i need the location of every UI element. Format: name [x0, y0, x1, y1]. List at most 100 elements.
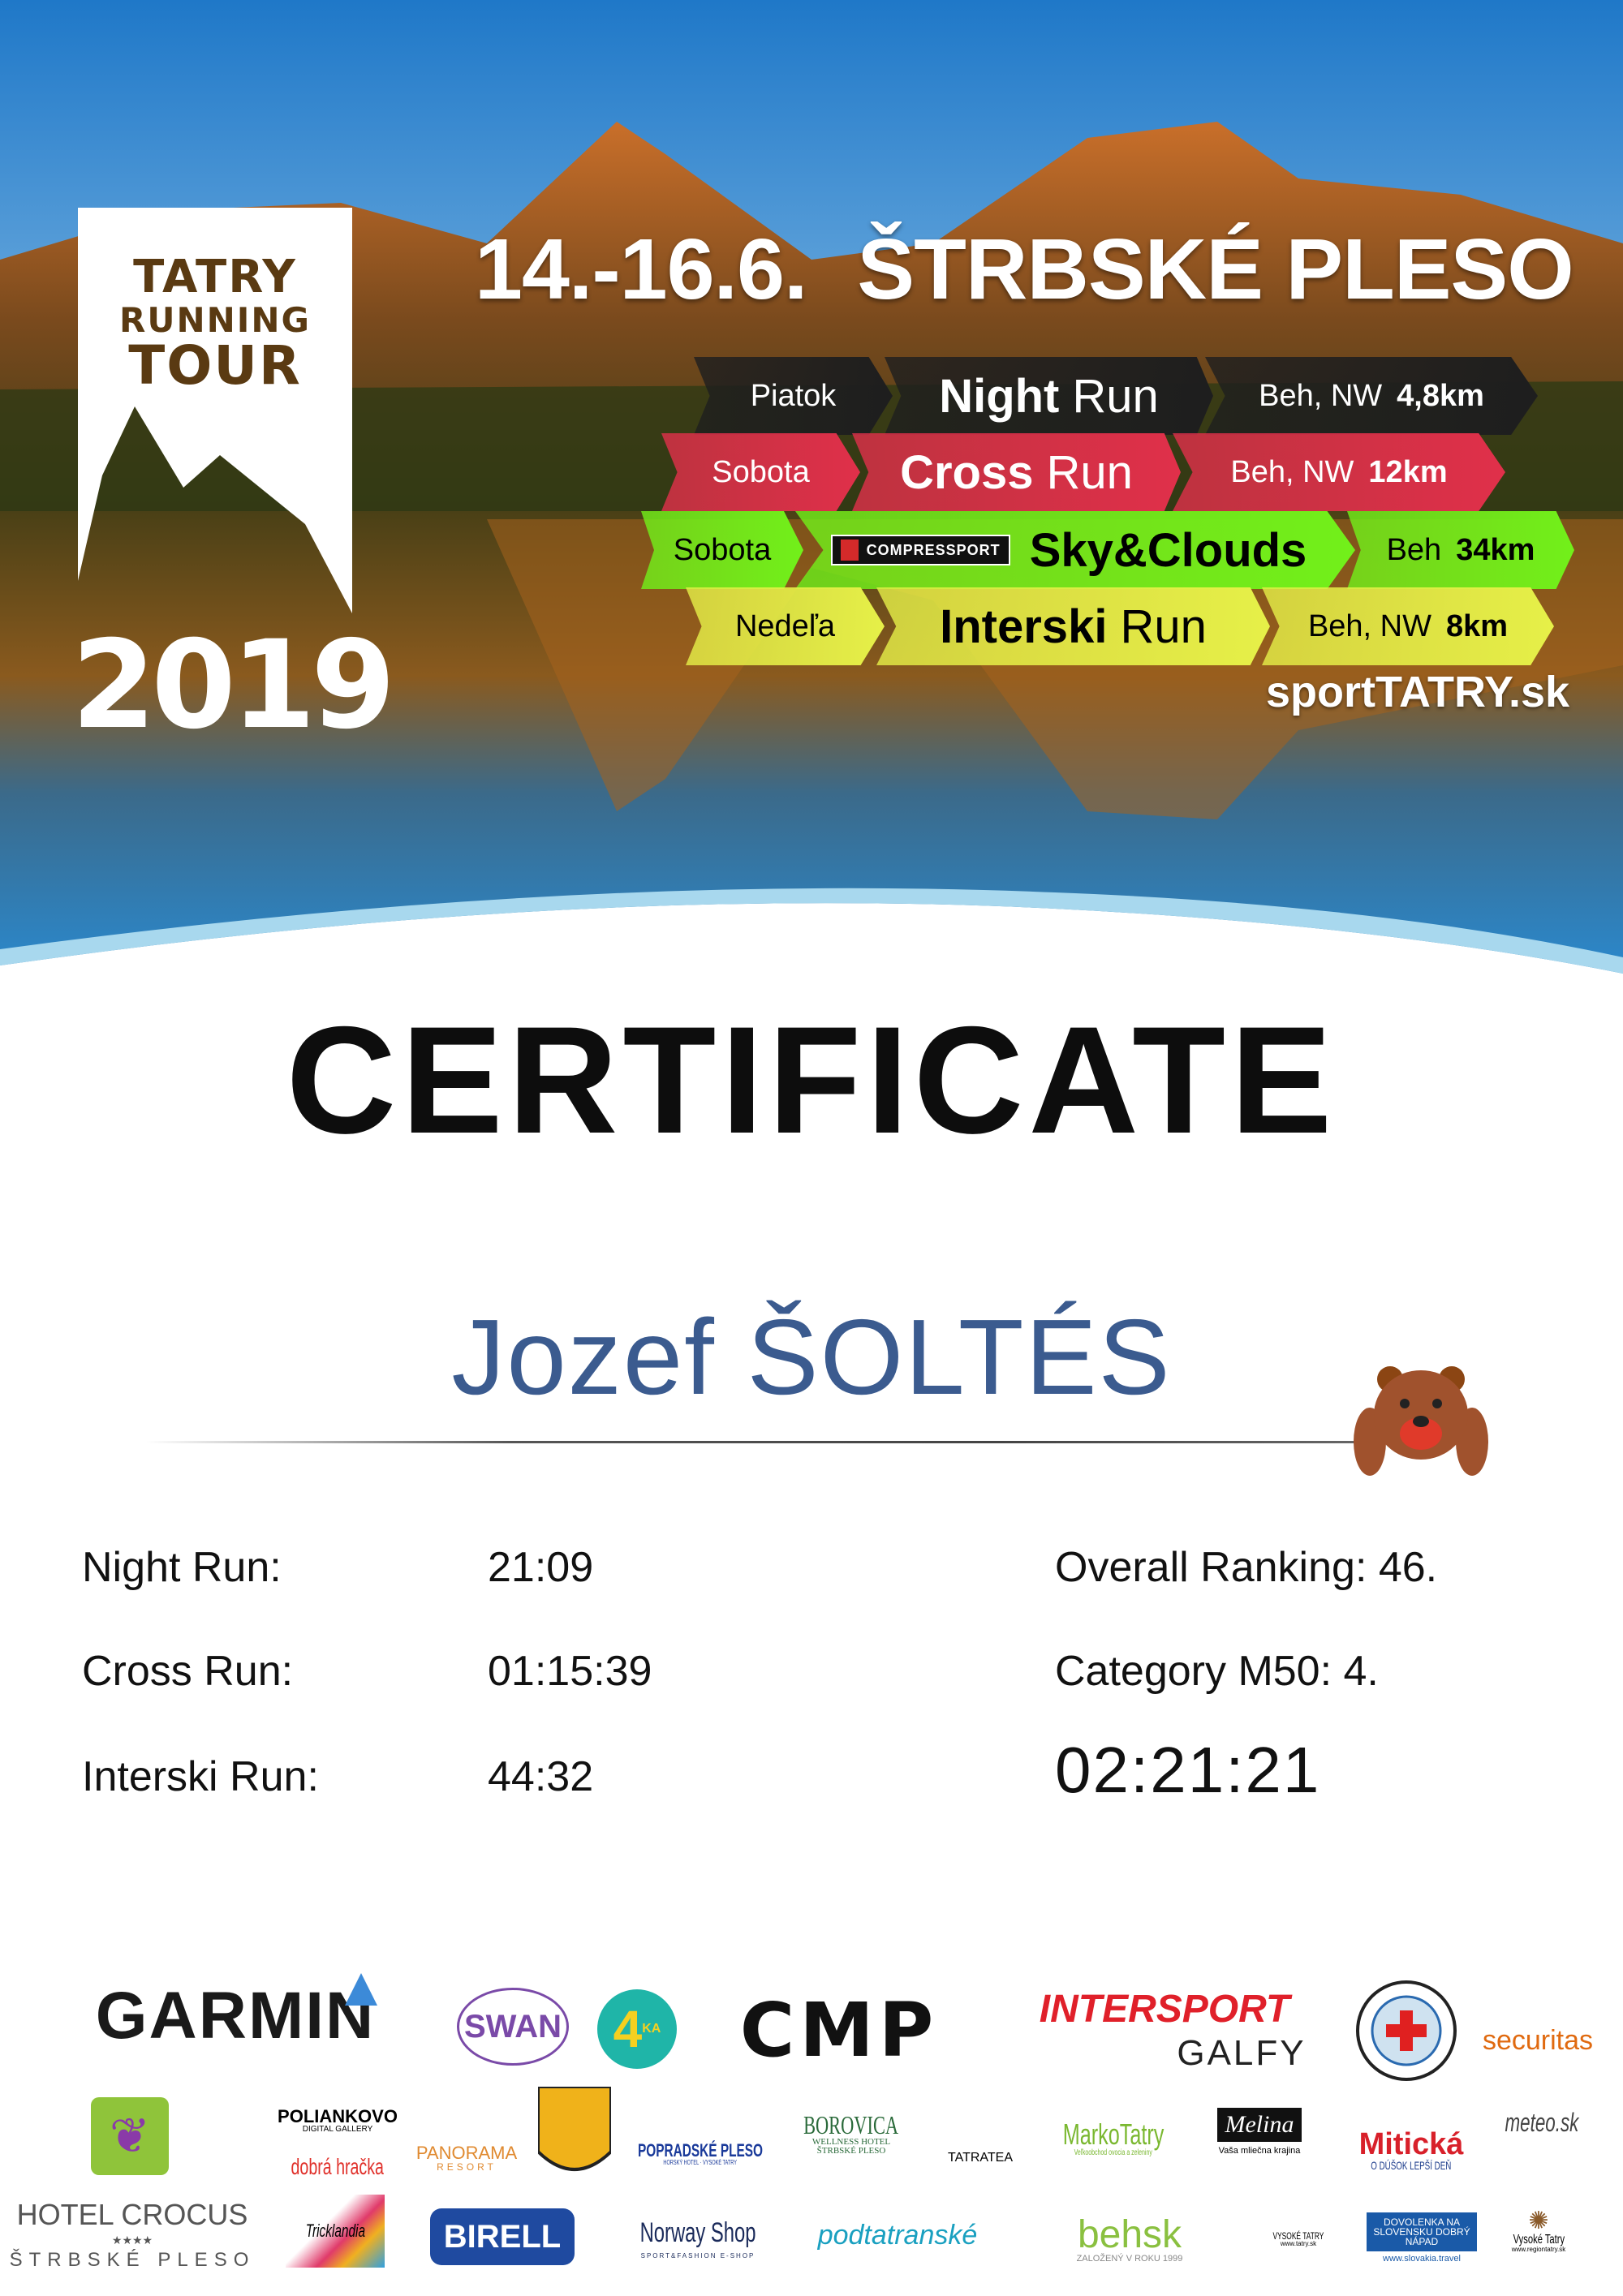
sponsor-norway-text: Norway Shop: [639, 2217, 756, 2248]
race-distance: Beh, NW 4,8km: [1205, 357, 1538, 435]
logo-year: 2019: [71, 615, 395, 756]
participant-name: Jozef ŠOLTÉS: [451, 1297, 1172, 1417]
sponsor-4ka-sup: KA: [642, 2022, 661, 2036]
race-distance-km: 8km: [1445, 608, 1509, 643]
result-label-cross-run: Cross Run:: [82, 1648, 294, 1695]
race-name-light: Run: [1046, 445, 1133, 499]
sponsor-markotatry: MarkoTatry Veľkoobchod ovocia a zeleniny: [1037, 2106, 1190, 2171]
logo-line-running: RUNNING: [119, 300, 311, 340]
race-type: Beh: [1386, 532, 1442, 567]
sponsor-behsk: behsk ZALOŽENÝ V ROKU 1999: [1035, 2207, 1224, 2272]
sponsor-miticka-text: Mitická: [1358, 2127, 1464, 2161]
sponsor-4ka: 4 KA: [597, 1989, 677, 2069]
result-time-cross-run: 01:15:39: [488, 1648, 652, 1695]
logo-mountain-shape: [78, 208, 352, 613]
sponsor-borovica-text: BOROVICA: [803, 2110, 899, 2139]
sponsor-region-sub: www.regiontatry.sk: [1511, 2246, 1566, 2253]
race-type: Beh, NW: [1259, 378, 1383, 413]
sponsor-vysoke-tatry: VYSOKÉ TATRY www.tatry.sk: [1256, 2207, 1341, 2272]
race-distance-km: 12km: [1368, 454, 1448, 489]
sponsor-crocus-sub: ŠTRBSKÉ PLESO: [9, 2249, 256, 2271]
sponsor-norway-sub: SPORT&FASHION E-SHOP: [640, 2252, 756, 2259]
race-name: Cross Run: [852, 433, 1181, 511]
sponsor-garmin-text: GARMIN: [95, 1979, 376, 2053]
sponsor-melina-sub: Vaša mliečna krajina: [1218, 2145, 1301, 2156]
result-label-interski-run: Interski Run:: [82, 1753, 319, 1800]
race-day: Sobota: [661, 433, 860, 511]
race-day: Nedeľa: [686, 587, 885, 665]
race-name: Night Run: [885, 357, 1213, 435]
sponsor-borovica: BOROVICA WELLNESS HOTEL ŠTRBSKÉ PLESO: [784, 2101, 919, 2166]
name-divider: [146, 1441, 1363, 1443]
event-dates: 14.-16.6.: [475, 221, 807, 317]
sponsor-tricklandia: Tricklandia: [286, 2195, 385, 2268]
sponsor-markotatry-text: MarkoTatry: [1062, 2118, 1165, 2151]
sponsor-region-tatry: ✺ Vysoké Tatry www.regiontatry.sk: [1495, 2191, 1582, 2272]
sponsor-slovakia-travel: DOVOLENKA NA SLOVENSKU DOBRÝ NÁPAD www.sl…: [1363, 2204, 1480, 2272]
race-name-bold: Cross: [900, 445, 1034, 499]
tanap-mountain-rescue-icon: [1356, 1980, 1457, 2081]
compressport-logo: COMPRESSPORT: [830, 535, 1010, 565]
sponsor-miticka: Mitická O DÚŠOK LEPŠÍ DEŇ: [1344, 2126, 1479, 2174]
race-distance: Beh, NW 12km: [1173, 433, 1505, 511]
sponsor-slovakia-text: DOVOLENKA NA SLOVENSKU DOBRÝ NÁPAD: [1367, 2212, 1477, 2251]
sponsor-cmp: CMP: [739, 1987, 939, 2074]
sponsor-behsk-text: behsk: [1077, 2212, 1182, 2256]
sponsor-securitas: securitas: [1482, 2025, 1594, 2056]
compressport-text: COMPRESSPORT: [866, 541, 1001, 558]
race-name-bold: Sky&Clouds: [1029, 523, 1307, 577]
region-emblem-icon: ✺: [1528, 2208, 1549, 2234]
sponsor-meteo-text: meteo.sk: [1505, 2108, 1579, 2137]
event-headline: 14.-16.6. ŠTRBSKÉ PLESO: [475, 221, 1574, 319]
sponsor-tricklandia-text: Tricklandia: [305, 2221, 365, 2241]
tatry-running-tour-logo: TATRY RUNNING TOUR: [78, 208, 352, 613]
sponsor-polliankovo-sub: DIGITAL GALLERY: [302, 2125, 373, 2134]
sponsor-garmin: GARMIN: [65, 1971, 406, 2061]
sponsor-melina: Melina Vaša mliečna krajina: [1212, 2097, 1307, 2165]
sponsor-vt-text: VYSOKÉ TATRY: [1272, 2230, 1324, 2242]
race-distance-km: 4,8km: [1397, 378, 1484, 413]
logo-line-tatry: TATRY: [133, 251, 297, 303]
sponsor-swan: SWAN: [457, 1988, 569, 2066]
bear-mascot-icon: [1354, 1366, 1488, 1476]
total-time: 02:21:21: [1055, 1734, 1321, 1806]
sponsor-tatratea: TATRATEA: [948, 2151, 1013, 2165]
sponsor-crocus-stars: ★★★★: [111, 2234, 153, 2247]
crocus-flower-icon: ❦: [91, 2097, 169, 2175]
sponsor-dobra-hracka: dobrá hračka: [276, 2147, 399, 2187]
race-name-light: Run: [1120, 600, 1207, 653]
race-name-bold: Interski: [940, 600, 1108, 653]
overall-ranking: Overall Ranking: 46.: [1055, 1544, 1438, 1591]
result-time-interski-run: 44:32: [488, 1753, 594, 1800]
sponsor-dobra-hracka-text: dobrá hračka: [291, 2154, 385, 2179]
certificate-title: CERTIFICATE: [286, 995, 1337, 1165]
sponsor-popradske-pleso: POPRADSKÉ PLESO HORSKÝ HOTEL · VYSOKÉ TAT…: [635, 2126, 766, 2182]
sponsor-polliankovo-text: POLIANKOVO: [278, 2106, 398, 2126]
race-type: Beh, NW: [1230, 454, 1354, 489]
category-ranking: Category M50: 4.: [1055, 1648, 1379, 1695]
sponsor-melina-text: Melina: [1216, 2107, 1302, 2142]
compressport-icon: [840, 540, 859, 561]
logo-line-tour: TOUR: [128, 334, 302, 397]
race-day: Piatok: [694, 357, 893, 435]
sponsor-popradske-sub: HORSKÝ HOTEL · VYSOKÉ TATRY: [663, 2159, 738, 2166]
garmin-triangle-icon: [345, 1973, 377, 2006]
sponsor-polliankovo: POLIANKOVO DIGITAL GALLERY: [276, 2103, 399, 2139]
sponsor-intersport: INTERSPORT: [1039, 1988, 1290, 2031]
sponsor-norway-shop: Norway Shop SPORT&FASHION E-SHOP: [626, 2207, 769, 2272]
website-link[interactable]: sportTATRY.sk: [1266, 668, 1570, 716]
race-distance-km: 34km: [1456, 532, 1535, 567]
horsky-hotel-shield-icon: [538, 2087, 611, 2171]
sponsor-crocus-text: HOTEL CROCUS: [16, 2198, 248, 2231]
race-distance: Beh 34km: [1347, 511, 1574, 589]
sponsor-vt-sub: www.tatry.sk: [1280, 2240, 1317, 2247]
sponsor-panorama: PANORAMA RESORT: [414, 2126, 519, 2191]
sponsor-podtatranske: podtatranské: [817, 2220, 978, 2251]
race-name: COMPRESSPORT Sky&Clouds: [795, 511, 1355, 589]
sponsor-4ka-text: 4: [613, 2000, 643, 2058]
result-label-night-run: Night Run:: [82, 1544, 282, 1591]
sponsor-miticka-sub: O DÚŠOK LEPŠÍ DEŇ: [1371, 2159, 1452, 2172]
sponsor-borovica-sub: WELLNESS HOTEL ŠTRBSKÉ PLESO: [812, 2137, 891, 2156]
race-day: Sobota: [641, 511, 803, 589]
race-type: Beh, NW: [1307, 608, 1431, 643]
